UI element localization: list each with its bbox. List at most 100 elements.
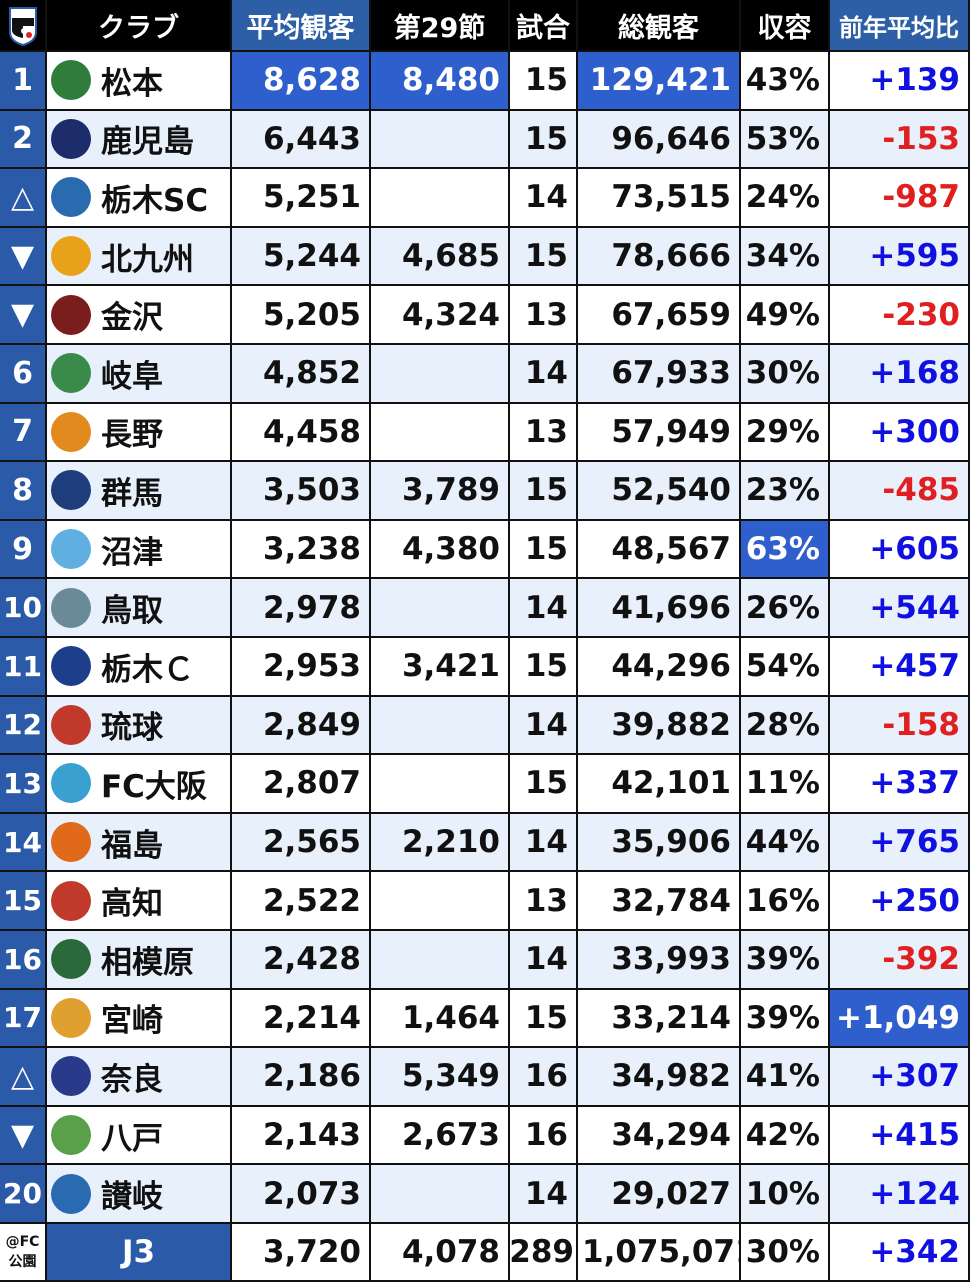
sec29-cell: 3,421 — [371, 638, 510, 697]
total-cell: 57,949 — [578, 403, 741, 463]
total-cell: 44,296 — [578, 638, 741, 697]
cap-cell: 28% — [741, 696, 830, 756]
club-name: 沼津 — [101, 534, 163, 571]
footer-games: 289 — [510, 1224, 578, 1282]
avg-cell: 2,428 — [232, 931, 371, 990]
sec29-cell: 4,324 — [371, 286, 510, 345]
table-row: 8 群馬 3,503 3,789 15 52,540 23% -485 — [0, 462, 970, 521]
avg-cell: 2,953 — [232, 638, 371, 697]
rank: 10 — [0, 579, 47, 638]
rank: 20 — [0, 1165, 47, 1224]
avg-cell: 4,852 — [232, 345, 371, 404]
club-logo-icon — [51, 1056, 91, 1097]
header-row: クラブ 平均観客 第29節 試合 総観客 収容 前年平均比 — [0, 0, 970, 52]
club-cell: 栃木SC — [47, 169, 232, 228]
cap-cell: 23% — [741, 462, 830, 521]
sec29-cell: 4,380 — [371, 520, 510, 580]
club-name: 琉球 — [101, 710, 163, 747]
games-cell: 14 — [510, 579, 578, 638]
club-logo-icon — [51, 411, 91, 452]
total-cell: 42,101 — [578, 755, 741, 814]
table-row: 1 松本 8,628 8,480 15 129,421 43% +139 — [0, 52, 970, 111]
total-cell: 52,540 — [578, 462, 741, 521]
cap-cell: 34% — [741, 227, 830, 287]
header-sec29: 第29節 — [371, 0, 510, 52]
diff-cell: +1,049 — [830, 989, 970, 1049]
club-cell: 群馬 — [47, 462, 232, 521]
club-name: 北九州 — [101, 241, 194, 278]
table-row: 11 栃木Ｃ 2,953 3,421 15 44,296 54% +457 — [0, 638, 970, 697]
header-total: 総観客 — [578, 0, 741, 52]
footer-capacity: 30% — [741, 1224, 830, 1282]
rank: ▼ — [0, 227, 47, 287]
rank: 12 — [0, 696, 47, 756]
cap-cell: 30% — [741, 345, 830, 404]
total-cell: 67,933 — [578, 345, 741, 404]
club-logo-icon — [51, 939, 91, 980]
footer-avg: 3,720 — [232, 1224, 371, 1282]
games-cell: 15 — [510, 462, 578, 521]
rank: 14 — [0, 813, 47, 873]
rank: 16 — [0, 931, 47, 990]
table-row: 15 高知 2,522 13 32,784 16% +250 — [0, 872, 970, 931]
rank: △ — [0, 169, 47, 228]
total-cell: 32,784 — [578, 872, 741, 931]
rank: 17 — [0, 989, 47, 1049]
table-row: 13 FC大阪 2,807 15 42,101 11% +337 — [0, 755, 970, 814]
total-cell: 48,567 — [578, 520, 741, 580]
rank: 13 — [0, 755, 47, 814]
club-name: 金沢 — [101, 300, 163, 337]
club-cell: 宮崎 — [47, 989, 232, 1049]
club-cell: 松本 — [47, 52, 232, 111]
total-cell: 34,982 — [578, 1048, 741, 1107]
avg-cell: 2,186 — [232, 1048, 371, 1107]
club-cell: 鹿児島 — [47, 110, 232, 170]
games-cell: 15 — [510, 989, 578, 1049]
club-cell: 鳥取 — [47, 579, 232, 638]
table-row: 7 長野 4,458 13 57,949 29% +300 — [0, 403, 970, 463]
sec29-cell — [371, 169, 510, 228]
games-cell: 14 — [510, 345, 578, 404]
diff-cell: +124 — [830, 1165, 970, 1224]
diff-cell: +300 — [830, 403, 970, 463]
sec29-cell — [371, 1165, 510, 1224]
cap-cell: 26% — [741, 579, 830, 638]
header-club: クラブ — [47, 0, 232, 52]
rank: 6 — [0, 345, 47, 404]
rank: 9 — [0, 520, 47, 580]
club-logo-icon — [51, 704, 91, 745]
club-cell: 八戸 — [47, 1106, 232, 1166]
club-cell: 讃岐 — [47, 1165, 232, 1224]
club-cell: 栃木Ｃ — [47, 638, 232, 697]
games-cell: 14 — [510, 1165, 578, 1224]
club-name: 八戸 — [101, 1120, 163, 1157]
sec29-cell — [371, 110, 510, 170]
rank: ▼ — [0, 1106, 47, 1166]
club-name: 福島 — [101, 827, 163, 864]
diff-cell: +307 — [830, 1048, 970, 1107]
avg-cell: 8,628 — [232, 52, 371, 111]
club-name: 長野 — [101, 417, 163, 454]
cap-cell: 49% — [741, 286, 830, 345]
avg-cell: 2,849 — [232, 696, 371, 756]
avg-cell: 2,978 — [232, 579, 371, 638]
games-cell: 15 — [510, 638, 578, 697]
rank: 15 — [0, 872, 47, 931]
diff-cell: -230 — [830, 286, 970, 345]
games-cell: 14 — [510, 813, 578, 873]
diff-cell: +605 — [830, 520, 970, 580]
diff-cell: +250 — [830, 872, 970, 931]
club-logo-icon — [51, 763, 91, 804]
diff-cell: -153 — [830, 110, 970, 170]
games-cell: 15 — [510, 52, 578, 111]
table-row: 20 讃岐 2,073 14 29,027 10% +124 — [0, 1165, 970, 1224]
table-row: ▼ 金沢 5,205 4,324 13 67,659 49% -230 — [0, 286, 970, 345]
club-cell: 高知 — [47, 872, 232, 931]
total-cell: 35,906 — [578, 813, 741, 873]
table-row: ▼ 北九州 5,244 4,685 15 78,666 34% +595 — [0, 227, 970, 287]
diff-cell: +595 — [830, 227, 970, 287]
sec29-cell — [371, 931, 510, 990]
club-cell: 福島 — [47, 813, 232, 873]
league-label: J3 — [47, 1224, 232, 1282]
avg-cell: 5,244 — [232, 227, 371, 287]
